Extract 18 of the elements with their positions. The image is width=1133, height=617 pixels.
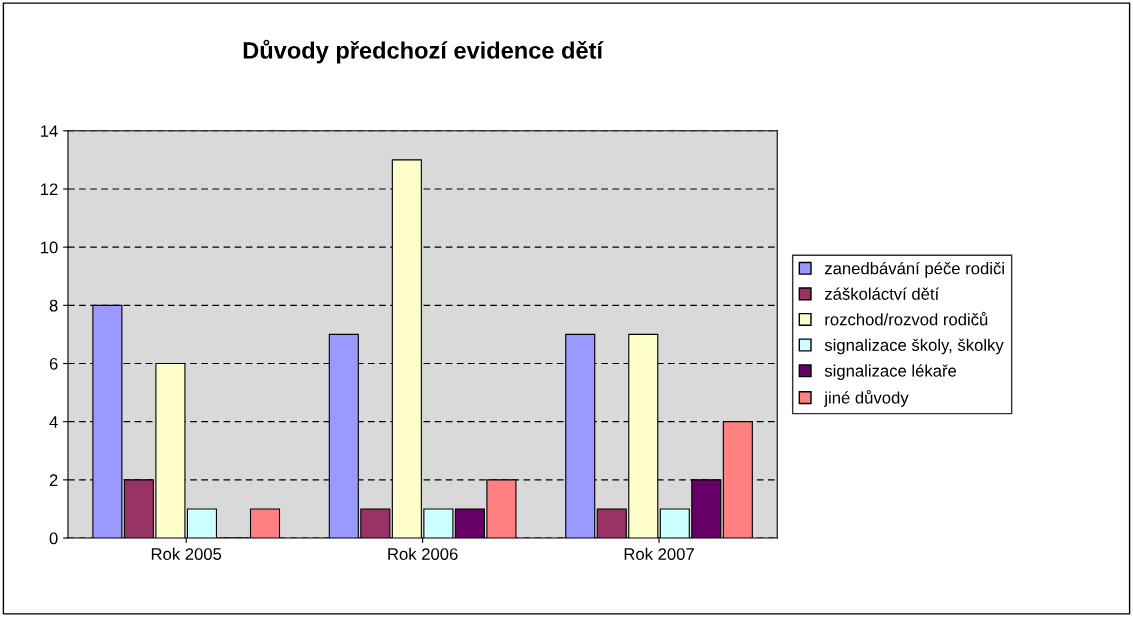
y-tick-label: 2 [49,474,58,486]
chart-title: Důvody předchozí evidence dětí [243,39,604,64]
x-tick-label: Rok 2006 [388,547,458,560]
y-tick-label: 4 [49,416,58,428]
legend-label: signalizace školy, školky [824,338,1004,355]
y-tick-label: 10 [40,241,58,254]
y-tick-label: 14 [40,125,58,137]
legend-label: rozchod/rozvod rodičů [825,311,988,326]
y-tick-label: 6 [49,357,58,370]
legend-label: signalizace lékaře [824,364,957,381]
legend-label: záškoláctví dětí [825,287,940,300]
y-tick-label: 8 [49,299,58,312]
y-tick-label: 12 [40,183,58,196]
y-tick-label: 0 [49,532,58,545]
legend-label: zanedbávání péče rodiči [825,261,1004,278]
legend-label: jiné důvody [823,390,909,407]
x-tick-label: Rok 2005 [151,547,222,560]
x-tick-label: Rok 2007 [624,547,694,560]
